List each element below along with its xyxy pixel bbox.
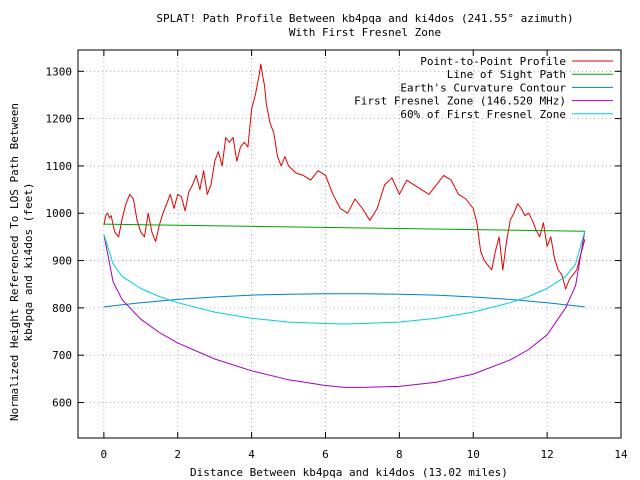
x-axis-label: Distance Between kb4pqa and ki4dos (13.0… [190,466,508,479]
legend-label-4: 60% of First Fresnel Zone [400,108,566,121]
y-axis-label-line2: kb4pqa and ki4dos (feet) [22,183,35,342]
y-tick-label: 1000 [46,207,73,220]
series-line-1 [103,223,585,232]
y-tick-label: 600 [52,397,72,410]
plot-frame [77,49,622,439]
x-tick-label: 0 [101,448,108,461]
y-tick-label: 1200 [46,113,73,126]
y-tick-label: 700 [52,349,72,362]
y-tick-label: 1300 [46,65,73,78]
series-line-2 [103,293,585,308]
chart-title: SPLAT! Path Profile Between kb4pqa and k… [156,12,573,25]
y-tick-label: 800 [52,302,72,315]
legend-label-3: First Fresnel Zone (146.520 MHz) [354,95,566,108]
y-axis-label-line1: Normalized Height Referenced To LOS Path… [8,103,21,421]
x-tick-label: 8 [396,448,403,461]
axis-ticks: 0 2 4 6 8 10 12 14 600 700 800 900 1000 1100 1200 1300 [46,50,628,461]
chart-subtitle: With First Fresnel Zone [289,26,441,39]
x-tick-label: 4 [248,448,255,461]
x-tick-label: 12 [540,448,553,461]
series-line-3 [103,231,586,388]
legend-label-2: Earth's Curvature Contour [400,81,566,94]
x-tick-label: 6 [322,448,329,461]
plot-series [103,63,586,388]
x-tick-label: 2 [174,448,181,461]
y-tick-label: 1100 [46,160,73,173]
series-line-0 [103,63,586,290]
legend-label-1: Line of Sight Path [447,68,566,81]
x-tick-label: 14 [614,448,628,461]
series-line-4 [103,231,586,325]
legend-label-0: Point-to-Point Profile [420,55,566,68]
x-tick-label: 10 [467,448,480,461]
y-tick-label: 900 [52,255,72,268]
